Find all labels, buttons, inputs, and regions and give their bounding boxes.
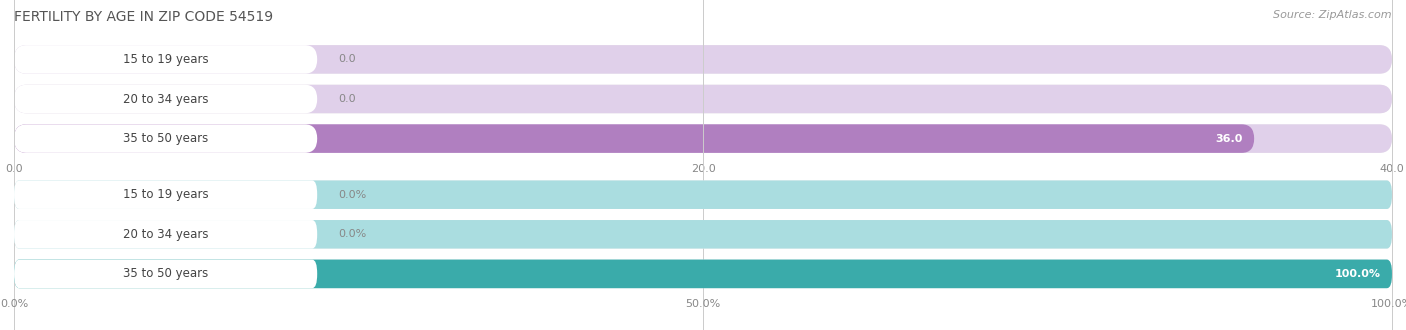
Text: 0.0%: 0.0% — [337, 190, 366, 200]
FancyBboxPatch shape — [14, 85, 318, 113]
FancyBboxPatch shape — [14, 181, 318, 209]
Text: 35 to 50 years: 35 to 50 years — [122, 267, 208, 280]
FancyBboxPatch shape — [14, 260, 1392, 288]
Text: 0.0%: 0.0% — [337, 229, 366, 239]
FancyBboxPatch shape — [14, 124, 1392, 153]
FancyBboxPatch shape — [14, 260, 1392, 288]
FancyBboxPatch shape — [14, 220, 1392, 248]
FancyBboxPatch shape — [14, 124, 1392, 153]
Text: Source: ZipAtlas.com: Source: ZipAtlas.com — [1274, 10, 1392, 20]
FancyBboxPatch shape — [14, 220, 1392, 248]
Text: 0.0: 0.0 — [337, 94, 356, 104]
FancyBboxPatch shape — [14, 85, 1392, 113]
FancyBboxPatch shape — [14, 124, 1254, 153]
Text: 0.0: 0.0 — [337, 54, 356, 64]
Text: FERTILITY BY AGE IN ZIP CODE 54519: FERTILITY BY AGE IN ZIP CODE 54519 — [14, 10, 273, 24]
FancyBboxPatch shape — [14, 181, 1392, 209]
Text: 15 to 19 years: 15 to 19 years — [122, 188, 208, 201]
Text: 36.0: 36.0 — [1216, 134, 1243, 144]
FancyBboxPatch shape — [14, 45, 1392, 74]
Text: 20 to 34 years: 20 to 34 years — [122, 92, 208, 106]
FancyBboxPatch shape — [14, 220, 318, 248]
Text: 35 to 50 years: 35 to 50 years — [122, 132, 208, 145]
Text: 15 to 19 years: 15 to 19 years — [122, 53, 208, 66]
FancyBboxPatch shape — [14, 124, 318, 153]
FancyBboxPatch shape — [14, 45, 318, 74]
FancyBboxPatch shape — [14, 260, 318, 288]
Text: 100.0%: 100.0% — [1334, 269, 1381, 279]
FancyBboxPatch shape — [14, 45, 1392, 74]
Text: 20 to 34 years: 20 to 34 years — [122, 228, 208, 241]
FancyBboxPatch shape — [14, 260, 1392, 288]
FancyBboxPatch shape — [14, 181, 1392, 209]
FancyBboxPatch shape — [14, 85, 1392, 113]
